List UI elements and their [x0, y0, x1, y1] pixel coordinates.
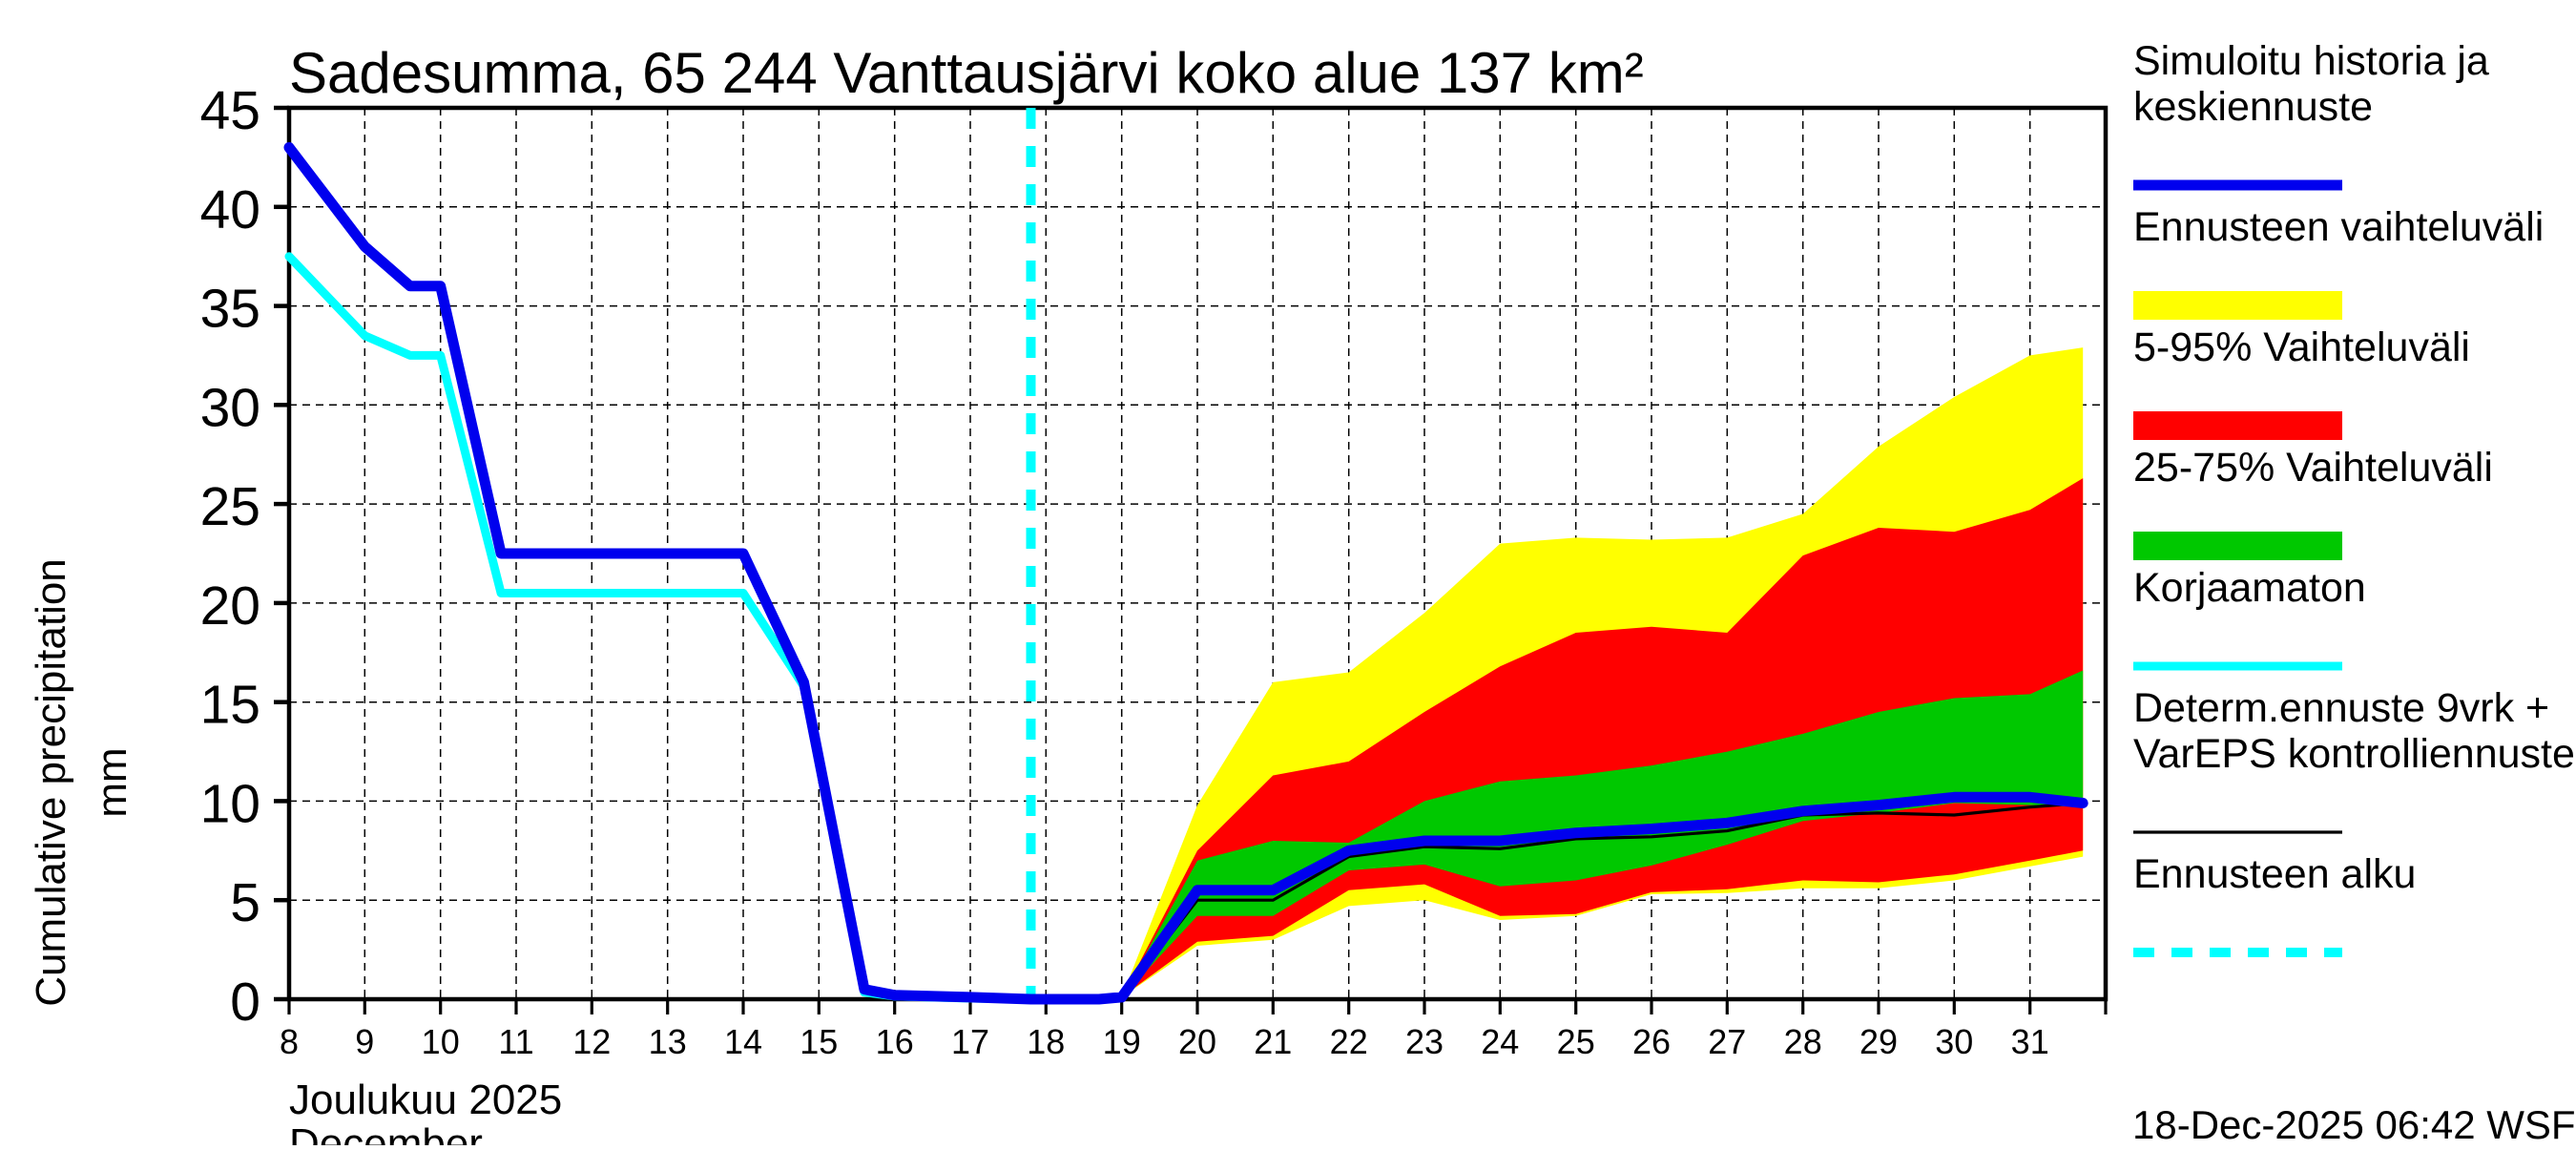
svg-text:mm: mm [89, 747, 135, 817]
svg-text:0: 0 [230, 972, 260, 1033]
svg-text:keskiennuste: keskiennuste [2133, 84, 2373, 130]
svg-text:10: 10 [200, 773, 260, 834]
svg-text:15: 15 [800, 1022, 838, 1061]
svg-text:Sadesumma, 65 244 Vanttausjärv: Sadesumma, 65 244 Vanttausjärvi koko alu… [289, 41, 1644, 105]
svg-text:16: 16 [876, 1022, 914, 1061]
svg-text:Ennusteen vaihteluväli: Ennusteen vaihteluväli [2133, 204, 2544, 250]
svg-text:17: 17 [951, 1022, 989, 1061]
svg-text:20: 20 [1178, 1022, 1216, 1061]
svg-text:18: 18 [1027, 1022, 1065, 1061]
svg-text:28: 28 [1784, 1022, 1822, 1061]
svg-text:20: 20 [200, 575, 260, 637]
svg-text:15: 15 [200, 675, 260, 736]
svg-text:30: 30 [200, 377, 260, 438]
svg-text:19: 19 [1103, 1022, 1141, 1061]
svg-text:Joulukuu 2025: Joulukuu 2025 [289, 1077, 562, 1123]
svg-text:30: 30 [1935, 1022, 1973, 1061]
svg-text:24: 24 [1481, 1022, 1519, 1061]
svg-text:25: 25 [200, 476, 260, 537]
svg-text:13: 13 [649, 1022, 687, 1061]
svg-text:Ennusteen alku: Ennusteen alku [2133, 851, 2416, 897]
svg-text:Determ.ennuste 9vrk +: Determ.ennuste 9vrk + [2133, 685, 2549, 731]
svg-text:10: 10 [422, 1022, 460, 1061]
svg-text:Cumulative precipitation: Cumulative precipitation [28, 558, 74, 1007]
svg-text:45: 45 [200, 80, 260, 141]
svg-text:December: December [289, 1120, 483, 1145]
svg-text:23: 23 [1405, 1022, 1444, 1061]
svg-text:8: 8 [280, 1022, 299, 1061]
svg-text:9: 9 [355, 1022, 374, 1061]
svg-text:25: 25 [1557, 1022, 1595, 1061]
svg-text:5: 5 [230, 872, 260, 933]
svg-text:12: 12 [572, 1022, 611, 1061]
svg-text:26: 26 [1632, 1022, 1671, 1061]
svg-text:21: 21 [1254, 1022, 1292, 1061]
svg-text:35: 35 [200, 279, 260, 340]
svg-text:25-75% Vaihteluväli: 25-75% Vaihteluväli [2133, 445, 2493, 491]
svg-text:31: 31 [2011, 1022, 2049, 1061]
svg-text:29: 29 [1859, 1022, 1898, 1061]
svg-text:VarEPS kontrolliennuste: VarEPS kontrolliennuste [2133, 731, 2575, 777]
svg-text:40: 40 [200, 179, 260, 240]
svg-text:22: 22 [1330, 1022, 1368, 1061]
svg-text:27: 27 [1708, 1022, 1746, 1061]
svg-text:Simuloitu historia ja: Simuloitu historia ja [2133, 38, 2489, 84]
svg-text:Korjaamaton: Korjaamaton [2133, 565, 2366, 611]
svg-text:5-95% Vaihteluväli: 5-95% Vaihteluväli [2133, 324, 2470, 370]
svg-text:11: 11 [498, 1022, 533, 1061]
svg-text:14: 14 [724, 1022, 762, 1061]
